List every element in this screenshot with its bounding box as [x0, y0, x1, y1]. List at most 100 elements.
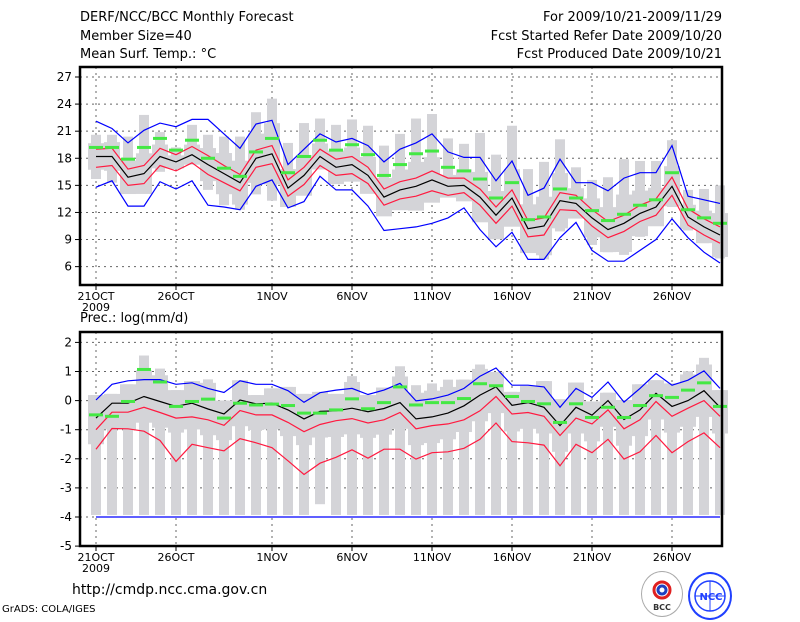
observed-marker — [121, 157, 135, 161]
member-range-bar — [411, 385, 421, 515]
plot-frame — [78, 330, 724, 548]
observed-marker — [489, 196, 503, 200]
series-line-mean-sd — [95, 162, 721, 244]
observed-marker — [233, 174, 247, 178]
series-line-ensemble-mean — [95, 386, 721, 427]
member-range-bar — [267, 388, 277, 515]
observed-marker — [521, 399, 535, 403]
y-tick-label: 9 — [64, 233, 72, 247]
observed-marker — [201, 156, 215, 160]
observed-marker — [361, 153, 375, 157]
observed-marker — [441, 401, 455, 405]
bcc-logo: BCC — [641, 571, 683, 617]
series-line-upper-red — [95, 395, 721, 437]
member-box — [616, 400, 632, 446]
observed-marker — [505, 395, 519, 399]
member-range-bar — [507, 391, 517, 515]
member-range-bar — [91, 395, 101, 515]
observed-marker — [105, 414, 119, 418]
observed-marker — [601, 405, 615, 409]
member-range-bar — [715, 390, 725, 515]
x-tick-label: 21NOV — [573, 551, 612, 564]
x-tick-label: 21OCT — [77, 290, 114, 303]
observed-marker — [265, 136, 279, 140]
member-range-bar — [523, 386, 533, 515]
y-tick-label: 0 — [64, 394, 72, 408]
member-box — [712, 213, 728, 257]
y-tick-label: 18 — [57, 151, 72, 165]
y-tick-label: 2 — [64, 335, 72, 349]
observed-marker — [585, 209, 599, 213]
y-tick-label: -5 — [60, 539, 72, 553]
member-range-bar — [651, 380, 661, 515]
member-range-bar — [155, 368, 165, 515]
y-tick-label: 12 — [57, 205, 72, 219]
member-box — [488, 372, 504, 414]
member-box — [88, 395, 104, 445]
member-range-bar — [571, 382, 581, 515]
observed-marker — [569, 196, 583, 200]
observed-marker — [137, 367, 151, 371]
member-box — [360, 395, 376, 438]
member-range-bar — [363, 395, 373, 515]
member-range-bar — [395, 366, 405, 515]
member-range-bar — [123, 384, 133, 515]
observed-marker — [649, 198, 663, 202]
member-box — [120, 384, 136, 430]
member-box — [328, 393, 344, 437]
year-label: 2009 — [82, 301, 110, 314]
member-range-bar — [251, 395, 261, 515]
member-range-bar — [555, 399, 565, 515]
member-range-bar — [107, 393, 117, 515]
observed-marker — [537, 215, 551, 219]
observed-marker — [425, 149, 439, 153]
member-range-bar — [427, 383, 437, 515]
observed-marker — [265, 402, 279, 406]
observed-marker — [249, 403, 263, 407]
x-tick-label: 26NOV — [653, 551, 692, 564]
member-range-bar — [667, 383, 677, 515]
member-range-bar — [139, 355, 149, 515]
observed-marker — [329, 148, 343, 152]
observed-marker — [633, 404, 647, 408]
bcc-logo-text: BCC — [653, 603, 671, 612]
observed-marker — [377, 173, 391, 177]
member-range-bar — [363, 125, 373, 188]
y-tick-label: -4 — [60, 510, 72, 524]
member-box — [168, 390, 184, 433]
x-tick-label: 26OCT — [157, 551, 194, 564]
member-range-bar — [619, 400, 629, 515]
member-range-bar — [379, 145, 389, 210]
observed-marker — [473, 177, 487, 181]
source-url[interactable]: http://cmdp.ncc.cma.gov.cn — [72, 582, 268, 598]
observed-marker — [201, 397, 215, 401]
y-tick-label: 6 — [64, 260, 72, 274]
panel-title-precipitation: Prec.: log(mm/d) — [80, 311, 189, 326]
y-tick-label: 1 — [64, 365, 72, 379]
observed-marker — [329, 408, 343, 412]
x-tick-label: 26NOV — [653, 290, 692, 303]
observed-marker — [297, 154, 311, 158]
observed-marker — [393, 385, 407, 389]
observed-marker — [345, 397, 359, 401]
observed-marker — [713, 221, 727, 225]
x-tick-label: 21NOV — [573, 290, 612, 303]
x-tick-label: 11NOV — [413, 551, 452, 564]
observed-marker — [601, 219, 615, 223]
y-tick-label: 21 — [57, 124, 72, 138]
observed-marker — [89, 145, 103, 149]
observed-marker — [313, 138, 327, 142]
forecast-start-date: Fcst Started Refer Date 2009/10/20 — [490, 29, 722, 44]
observed-marker — [217, 416, 231, 420]
observed-marker — [441, 165, 455, 169]
member-box — [280, 386, 296, 437]
observed-marker — [137, 145, 151, 149]
panel-0: 6 9 12 15 18 21 24 27 21OCT 26OCT 1NOV 6NOV 11NOV 16N… — [57, 65, 728, 314]
observed-marker — [553, 187, 567, 191]
observed-marker — [281, 404, 295, 408]
x-tick-label: 6NOV — [336, 290, 368, 303]
x-tick-label: 21OCT — [77, 551, 114, 564]
member-range-bar — [443, 379, 453, 515]
x-tick-label: 11NOV — [413, 290, 452, 303]
